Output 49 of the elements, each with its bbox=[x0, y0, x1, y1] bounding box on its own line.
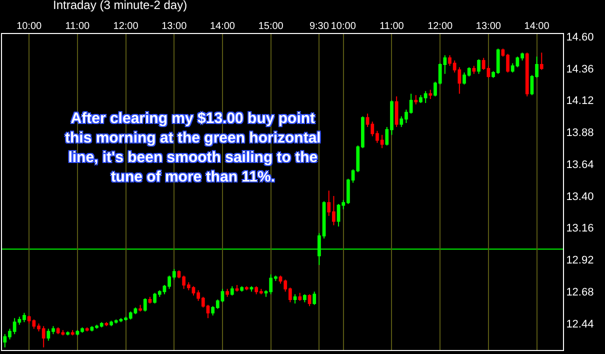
candlestick bbox=[104, 322, 108, 327]
x-tick-label: 12:00 bbox=[428, 21, 454, 32]
candlestick bbox=[250, 286, 254, 292]
y-tick-label: 13.88 bbox=[566, 127, 594, 140]
candlestick bbox=[312, 291, 316, 306]
x-tick-label: 14:00 bbox=[210, 21, 236, 32]
candlestick bbox=[244, 286, 248, 291]
candlestick bbox=[230, 286, 234, 296]
candlestick bbox=[308, 294, 312, 307]
x-tick-label: 14:00 bbox=[524, 21, 550, 32]
y-tick-label: 12.92 bbox=[566, 254, 594, 267]
x-tick-label: 11:00 bbox=[65, 21, 90, 32]
candlestick bbox=[148, 296, 152, 304]
candlestick bbox=[477, 58, 480, 74]
y-tick-label: 12.44 bbox=[566, 318, 594, 330]
x-tick-label: 13:00 bbox=[476, 21, 502, 32]
x-tick-label: 11:00 bbox=[380, 21, 404, 32]
candlestick bbox=[394, 96, 398, 128]
y-tick-label: 14.36 bbox=[566, 63, 594, 76]
candlestick bbox=[293, 294, 297, 304]
candlestick bbox=[540, 52, 544, 70]
x-tick-label: 9:30 bbox=[309, 21, 330, 32]
x-tick-label: 15:00 bbox=[258, 21, 284, 32]
candlestick bbox=[226, 288, 230, 298]
y-tick-label: 13.64 bbox=[566, 158, 594, 171]
x-tick-label: 13:00 bbox=[162, 21, 188, 32]
y-tick-label: 12.68 bbox=[566, 286, 594, 298]
x-tick-label: 12:00 bbox=[113, 21, 139, 32]
y-tick-label: 14.12 bbox=[566, 95, 594, 108]
chart-title: Intraday (3 minute-2 day) bbox=[53, 0, 188, 12]
candlestick bbox=[525, 52, 529, 97]
y-tick-label: 13.16 bbox=[566, 222, 594, 235]
candlestick bbox=[235, 284, 239, 292]
x-tick-label: 10:00 bbox=[16, 21, 42, 32]
candlestick bbox=[70, 330, 74, 336]
candlestick bbox=[240, 286, 244, 292]
y-tick-label: 13.40 bbox=[566, 190, 594, 203]
candlestick bbox=[143, 298, 147, 312]
annotation: After clearing my $13.00 buy point this morning at the green horizontal line, it's been smooth sailing to the tune of more than 11%. bbox=[65, 110, 321, 186]
candlestick bbox=[472, 65, 476, 74]
candlestick bbox=[428, 89, 432, 100]
candlestick bbox=[85, 326, 89, 332]
candlestick bbox=[138, 304, 142, 312]
candlestick bbox=[298, 292, 302, 302]
candlestick bbox=[414, 94, 418, 105]
candlestick bbox=[303, 294, 306, 303]
candlestick bbox=[66, 330, 70, 336]
x-tick-label: 10:00 bbox=[330, 21, 356, 32]
y-tick-label: 14.60 bbox=[566, 32, 594, 44]
